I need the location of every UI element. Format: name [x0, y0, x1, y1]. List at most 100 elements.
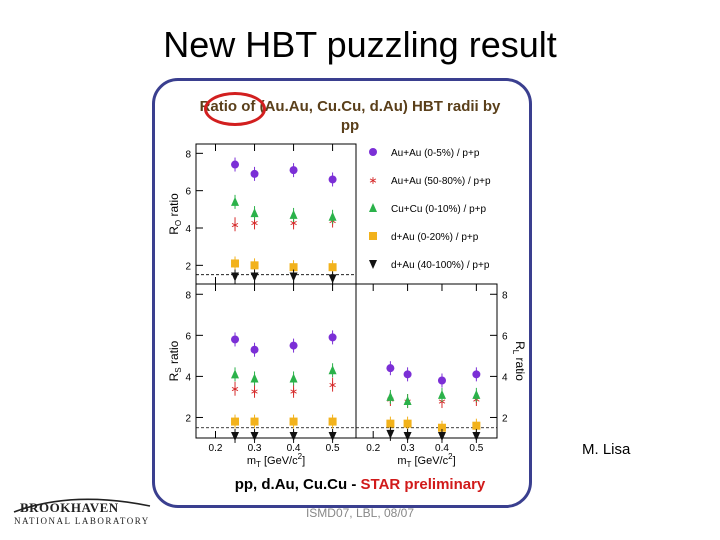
data-point-ro — [328, 274, 337, 284]
legend-marker — [369, 232, 377, 240]
data-point-rs: ∗ — [230, 384, 239, 396]
data-point-rs — [289, 373, 298, 383]
caption-text: pp, d.Au, Cu.Cu - — [234, 476, 361, 493]
data-point-rl — [437, 431, 446, 441]
data-point-rl — [472, 389, 481, 399]
data-point-rl — [403, 419, 412, 428]
data-point-ro — [231, 272, 240, 282]
data-point-ro — [231, 259, 240, 268]
logo-name: BROOKHAVEN — [20, 500, 119, 515]
data-point-rl — [437, 423, 446, 432]
legend-marker — [369, 203, 377, 212]
legend-label: d+Au (0-20%) / p+p — [391, 232, 479, 243]
slide-title: New HBT puzzling result — [163, 24, 557, 65]
y-axis-label-rl: RL ratio — [511, 341, 527, 381]
data-point-rl — [437, 376, 446, 385]
data-point-rl — [403, 431, 412, 441]
data-point-rs — [250, 431, 259, 441]
legend-marker — [369, 148, 377, 156]
footer-text: ISMD07, LBL, 08/07 — [305, 506, 415, 520]
data-point-rs — [250, 417, 259, 426]
data-point-rs — [328, 365, 337, 375]
data-point-ro — [231, 160, 240, 169]
legend-marker — [369, 260, 377, 269]
data-point-ro — [289, 209, 298, 219]
data-point-rl — [472, 421, 481, 430]
data-point-ro — [289, 263, 298, 272]
data-point-rs — [231, 417, 240, 426]
bnl-logo: BROOKHAVEN NATIONAL LABORATORY — [12, 496, 152, 530]
data-point-rs — [250, 373, 259, 383]
data-point-ro — [328, 211, 337, 221]
data-point-ro — [250, 169, 259, 178]
data-point-rs — [231, 335, 240, 344]
data-point-rs — [328, 417, 337, 426]
data-point-rs — [289, 341, 298, 350]
caption: pp, d.Au, Cu.Cu - STAR preliminary — [0, 476, 720, 493]
x-tick-label-rl: 0.2 — [366, 443, 380, 454]
data-point-rs — [328, 333, 337, 342]
data-point-rl — [472, 370, 481, 379]
legend-label: d+Au (40-100%) / p+p — [391, 260, 490, 271]
highlight-ring — [204, 92, 266, 126]
y-axis-label-ro: RO ratio — [167, 193, 183, 235]
data-point-rs — [231, 431, 240, 441]
y-tick-label-rs: 6 — [185, 331, 191, 342]
data-point-rl — [472, 431, 481, 441]
data-point-rl — [386, 391, 395, 401]
data-point-rl — [386, 419, 395, 428]
data-point-rl — [403, 396, 412, 406]
y-tick-label-rs: 2 — [185, 413, 191, 424]
data-point-ro — [250, 272, 259, 282]
y-tick-label-rl: 6 — [502, 331, 508, 342]
y-tick-label-ro: 2 — [185, 261, 191, 272]
data-point-ro — [231, 196, 240, 206]
data-point-ro — [289, 272, 298, 282]
data-point-rs — [328, 431, 337, 441]
y-tick-label-rs: 4 — [185, 372, 191, 383]
legend-label: Au+Au (50-80%) / p+p — [391, 176, 491, 187]
data-point-ro — [250, 261, 259, 270]
data-point-ro: ∗ — [230, 219, 239, 231]
panel-frame-rs — [195, 283, 357, 439]
data-point-ro — [328, 263, 337, 272]
data-point-rs — [231, 369, 240, 379]
x-tick-label-rl: 0.3 — [401, 443, 415, 454]
y-tick-label-ro: 8 — [185, 149, 191, 160]
x-axis-label-rs: mT [GeV/c2] — [247, 452, 305, 469]
data-point-rs — [289, 417, 298, 426]
panel-frame-rl — [355, 283, 498, 439]
y-tick-label-ro: 6 — [185, 187, 191, 198]
x-tick-label-rs: 0.5 — [326, 443, 340, 454]
y-tick-label-rl: 2 — [502, 413, 508, 424]
data-point-rs: ∗ — [328, 380, 337, 392]
x-tick-label-rs: 0.4 — [287, 443, 301, 454]
data-point-rs — [250, 345, 259, 354]
y-axis-label-rs: RS ratio — [167, 340, 183, 381]
legend-label: Au+Au (0-5%) / p+p — [391, 148, 480, 159]
data-point-rs: ∗ — [289, 386, 298, 398]
caption-preliminary: STAR preliminary — [360, 476, 486, 493]
data-point-ro — [250, 208, 259, 218]
author-label: M. Lisa — [582, 441, 631, 458]
data-point-rs — [289, 431, 298, 441]
x-tick-label-rl: 0.5 — [469, 443, 483, 454]
x-tick-label-rs: 0.3 — [248, 443, 262, 454]
y-tick-label-rl: 4 — [502, 372, 508, 383]
data-point-rl: ∗ — [437, 396, 446, 408]
data-point-ro — [289, 166, 298, 175]
data-point-rl — [403, 370, 412, 379]
data-point-rl — [437, 389, 446, 399]
legend-marker: ∗ — [368, 175, 377, 187]
x-tick-label-rs: 0.2 — [209, 443, 223, 454]
legend-label: Cu+Cu (0-10%) / p+p — [391, 204, 486, 215]
data-point-rl — [386, 429, 395, 439]
logo-subtitle: NATIONAL LABORATORY — [14, 516, 150, 526]
data-point-rs: ∗ — [250, 386, 259, 398]
y-tick-label-rl: 8 — [502, 290, 508, 301]
data-point-rl — [386, 364, 395, 373]
x-axis-label-rl: mT [GeV/c2] — [397, 452, 455, 469]
x-tick-label-rl: 0.4 — [435, 443, 449, 454]
chart-frame — [152, 78, 532, 508]
